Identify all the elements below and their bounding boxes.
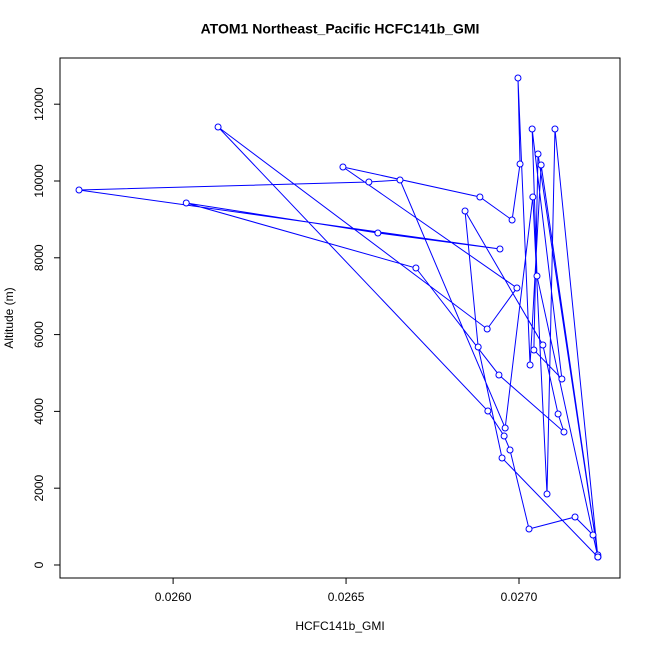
data-point [534, 150, 542, 158]
data-point [558, 375, 566, 383]
data-point [529, 193, 537, 201]
data-point [539, 341, 547, 349]
data-point [516, 160, 524, 168]
y-axis-label: Altitude (m) [2, 287, 16, 348]
data-point [560, 428, 568, 436]
data-point [501, 424, 509, 432]
data-point [483, 325, 491, 333]
data-point [528, 125, 536, 133]
data-point [495, 371, 503, 379]
data-point [514, 74, 522, 82]
data-point [554, 410, 562, 418]
data-point [365, 178, 373, 186]
data-point [526, 361, 534, 369]
data-point [543, 490, 551, 498]
data-point [506, 446, 514, 454]
data-point [530, 346, 538, 354]
chart-title: ATOM1 Northeast_Pacific HCFC141b_GMI [201, 21, 480, 37]
data-point [571, 513, 579, 521]
data-point [537, 161, 545, 169]
data-point [182, 199, 190, 207]
data-point [508, 216, 516, 224]
data-point [589, 531, 597, 539]
data-point [339, 163, 347, 171]
y-tick-label: 0 [32, 561, 46, 568]
data-point [551, 125, 559, 133]
y-tick-label: 4000 [32, 398, 46, 425]
data-point [498, 454, 506, 462]
data-point [474, 343, 482, 351]
data-point [75, 186, 83, 194]
y-tick-label: 12000 [32, 87, 46, 121]
data-point [214, 123, 222, 131]
data-point [525, 525, 533, 533]
y-tick-label: 2000 [32, 475, 46, 502]
data-point [461, 207, 469, 215]
data-point [513, 284, 521, 292]
x-tick-label: 0.0265 [328, 590, 365, 604]
data-point [396, 176, 404, 184]
x-tick-label: 0.0270 [501, 590, 538, 604]
data-point [374, 229, 382, 237]
data-point [500, 432, 508, 440]
y-tick-label: 6000 [32, 321, 46, 348]
data-point [484, 407, 492, 415]
x-axis-label: HCFC141b_GMI [295, 619, 384, 633]
data-point [533, 272, 541, 280]
y-tick-label: 8000 [32, 244, 46, 271]
x-tick-label: 0.0260 [155, 590, 192, 604]
data-point [412, 264, 420, 272]
y-tick-label: 10000 [32, 164, 46, 198]
data-point [594, 553, 602, 561]
data-point [496, 245, 504, 253]
series-line [78, 77, 599, 558]
plot-frame [59, 57, 621, 579]
data-point [476, 193, 484, 201]
